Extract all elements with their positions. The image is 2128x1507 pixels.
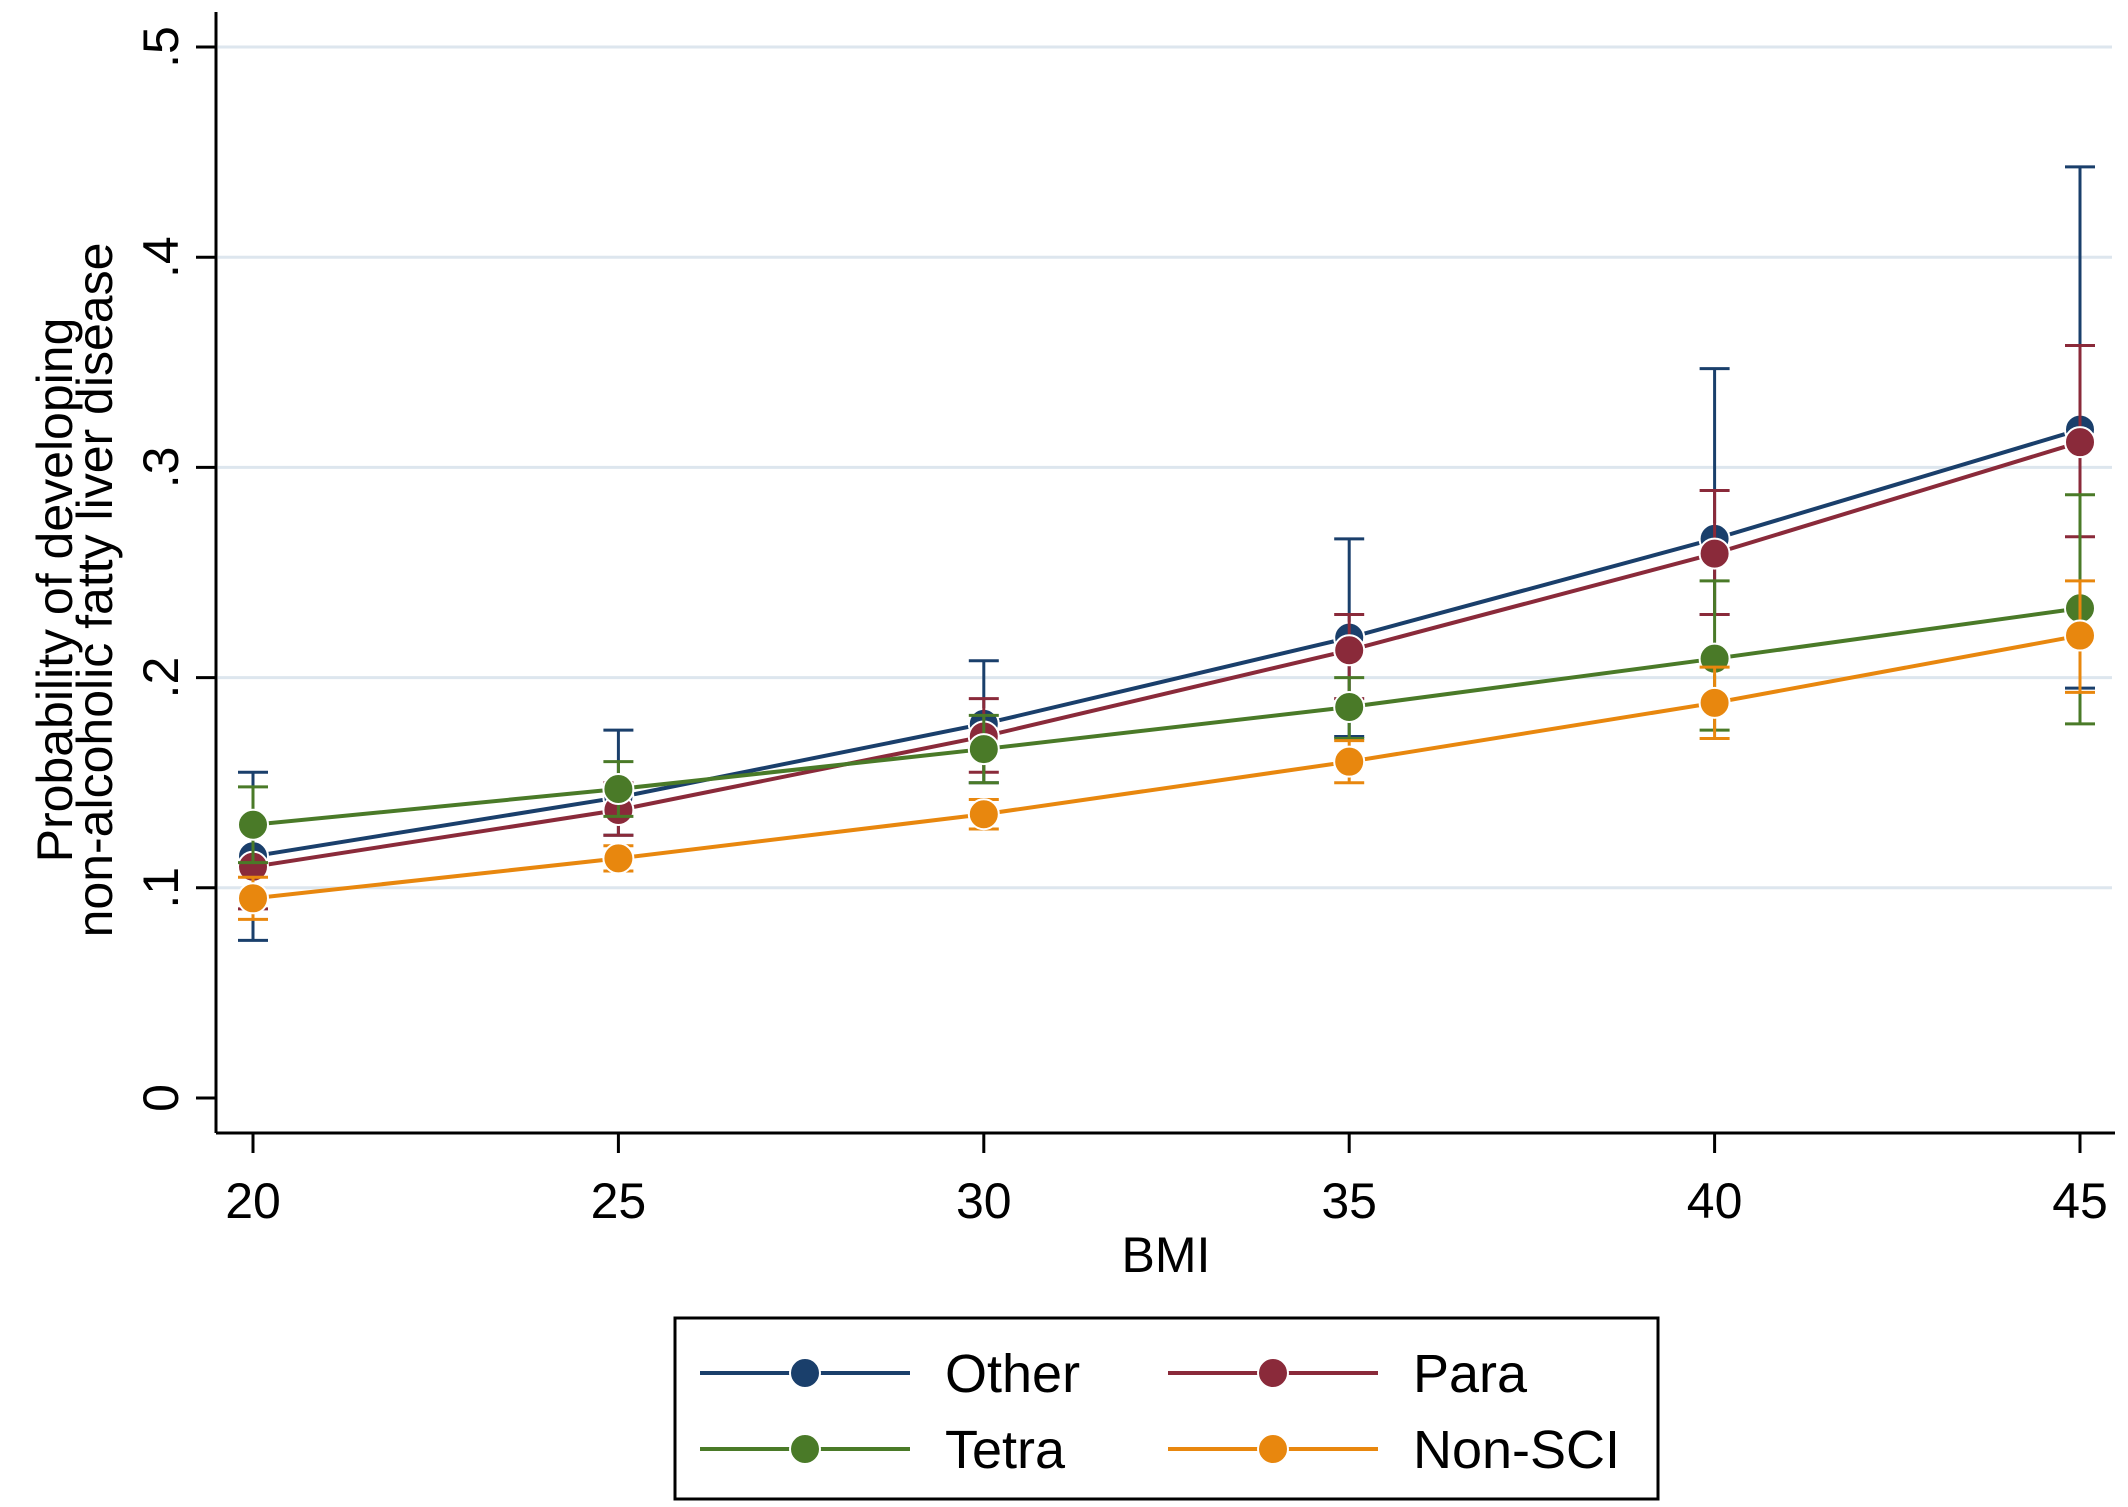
plot-series — [237, 165, 2096, 942]
series-line — [252, 440, 2081, 869]
axes — [214, 12, 2115, 1135]
data-point — [1333, 691, 1366, 724]
y-axis-title-line-1: Probability of developing — [27, 318, 83, 863]
series-non-sci — [237, 579, 2096, 921]
y-tick-label: .2 — [133, 657, 189, 699]
series-line — [252, 606, 2081, 827]
x-tick-label: 20 — [225, 1173, 281, 1229]
legend-item-other: Other — [700, 1344, 1080, 1404]
legend: Other Para Tetra Non-SCI — [673, 1316, 1660, 1501]
legend-marker — [1257, 1357, 1289, 1389]
x-axis-title: BMI — [1122, 1227, 1211, 1283]
data-point — [1333, 634, 1366, 667]
x-tick-label: 35 — [1321, 1173, 1377, 1229]
legend-marker — [1257, 1433, 1289, 1465]
data-point — [967, 798, 1000, 831]
legend-label: Para — [1413, 1344, 1528, 1404]
x-tick-label: 25 — [591, 1173, 647, 1229]
x-tick-label: 30 — [956, 1173, 1012, 1229]
y-ticks: 0 .1 .2 .3 .4 .5 — [133, 26, 216, 1112]
series-line — [252, 633, 2081, 901]
y-axis-title-line-2: non-alcoholic fatty liver disease — [67, 243, 123, 938]
x-tick-label: 40 — [1687, 1173, 1743, 1229]
series-line — [252, 427, 2081, 859]
y-tick-label: .5 — [133, 26, 189, 68]
y-tick-label: 0 — [133, 1084, 189, 1112]
legend-box — [673, 1316, 1660, 1501]
data-point — [967, 733, 1000, 766]
x-tick-label: 45 — [2052, 1173, 2108, 1229]
legend-marker — [789, 1433, 821, 1465]
data-point — [602, 842, 635, 875]
data-point — [1333, 745, 1366, 778]
legend-item-non-sci: Non-SCI — [1168, 1420, 1620, 1480]
gridlines — [218, 45, 2112, 890]
legend-label: Tetra — [945, 1420, 1066, 1480]
legend-label: Other — [945, 1344, 1080, 1404]
data-point — [2064, 426, 2096, 459]
y-tick-label: .4 — [133, 236, 189, 278]
data-point — [2064, 619, 2096, 652]
x-ticks: 20 25 30 35 40 45 — [225, 1133, 2108, 1229]
data-point — [237, 808, 269, 841]
legend-marker — [789, 1357, 821, 1389]
data-point — [602, 773, 635, 806]
data-point — [237, 882, 269, 915]
data-point — [1698, 537, 1731, 570]
legend-item-tetra: Tetra — [700, 1420, 1066, 1480]
legend-label: Non-SCI — [1413, 1420, 1620, 1480]
y-tick-label: .1 — [133, 867, 189, 909]
legend-item-para: Para — [1168, 1344, 1528, 1404]
data-point — [1698, 686, 1731, 719]
y-tick-label: .3 — [133, 447, 189, 489]
